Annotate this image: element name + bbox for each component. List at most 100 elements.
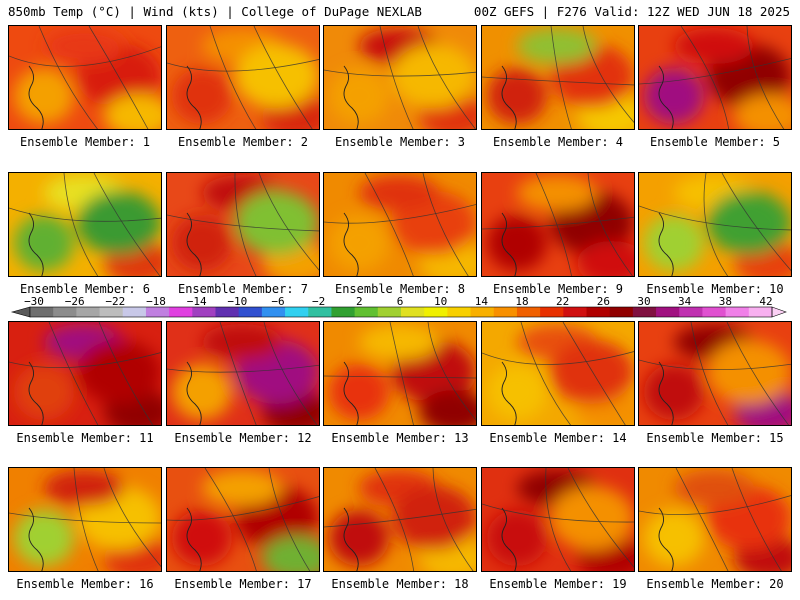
temperature-anomaly-blob [329,68,389,124]
colorbar-swatch [702,307,727,317]
wind-streamline [482,351,634,365]
wind-streamline [703,173,729,276]
wind-streamline [417,26,476,129]
colorbar-swatch [30,307,54,317]
temperature-anomaly-blob [172,364,232,420]
wind-streamline [639,495,791,515]
temperature-anomaly-blob [202,324,282,360]
ensemble-member-map [8,467,162,572]
temperature-anomaly-blob [487,68,547,124]
coastline [28,65,44,129]
colorbar-swatch [493,307,518,317]
temperature-anomaly-blob [487,215,547,271]
wind-streamline [726,322,790,425]
temperature-field [324,468,476,571]
coastline [501,65,517,129]
wind-streamline [9,512,161,524]
temperature-anomaly-blob [359,175,439,211]
temperature-anomaly-blob [329,364,389,420]
coastline [658,361,674,425]
coastline [186,212,202,276]
wind-streamline [209,26,257,129]
coastline [343,361,359,425]
ensemble-member-label: Ensemble Member: 1 [19,135,151,149]
colorbar-svg: −30 −26 −22 −18 −14 −10 −6 −2 2 6 10 14 18 22 26 30 34 38… [10,296,787,318]
temperature-anomaly-blob [359,324,439,360]
colorbar-swatch [447,307,472,317]
wind-streamline [93,173,161,276]
wind-streamline [9,207,161,222]
temperature-field [9,26,161,129]
temperature-anomaly-blob [14,364,74,420]
wind-streamline [9,46,161,67]
temperature-anomaly-blob [707,191,791,255]
colorbar-swatch [563,307,587,317]
wind-streamline [582,26,634,124]
colorbar-swatch [516,307,541,317]
temperature-field [482,322,634,425]
coastline [186,361,202,425]
colorbar-swatch [122,307,147,317]
wind-streamline [324,204,476,224]
ensemble-member-map [8,25,162,130]
colorbar-outline [29,306,773,318]
temperature-anomaly-blob [577,241,634,276]
colorbar-tick-label: 26 [597,296,610,308]
coastline [343,507,359,571]
wind-streamline [38,26,98,129]
colorbar-swatch [656,307,680,317]
colorbar-swatch [53,307,77,317]
ensemble-member-label: Ensemble Member: 14 [489,431,627,445]
temperature-field [639,173,791,276]
temperature-anomaly-blob [487,510,547,566]
temperature-anomaly-blob [235,191,319,255]
coastline [28,212,44,276]
temperature-anomaly-blob [734,94,791,129]
header-title: 850mb Temp (°C) | Wind (kts) | College o… [8,4,422,19]
colorbar-swatch [401,307,425,317]
wind-streamline [48,322,99,425]
temperature-field [482,26,634,129]
wind-streamline [167,214,319,232]
colorbar-tick-label: 14 [475,296,489,308]
temperature-anomaly-blob [644,510,704,566]
wind-streamline [258,173,319,271]
wind-streamline [268,468,311,571]
header-valid-time: 00Z GEFS | F276 Valid: 12Z WED JUN 18 20… [473,4,790,19]
wind-streamline [63,173,99,276]
temperature-anomaly-blob [172,510,232,566]
wind-streamline [234,173,257,276]
temperature-anomaly-blob [707,340,791,404]
temperature-anomaly-blob [172,68,232,124]
temperature-anomaly-blob [674,470,754,506]
ensemble-member-label: Ensemble Member: 13 [331,431,469,445]
colorbar-tick-label: −2 [312,296,325,308]
wind-streamline [73,468,99,571]
ensemble-member-label: Ensemble Member: 6 [19,282,151,296]
colorbar-swatch [285,307,309,317]
ensemble-member-label: Ensemble Member: 4 [492,135,624,149]
wind-streamline [587,173,634,276]
colorbar-swatch [748,307,773,317]
colorbar-swatch [215,307,240,317]
colorbar-max-arrow [771,306,787,318]
colorbar-swatch [586,307,611,317]
wind-streamline [324,69,476,77]
wind-streamline [374,468,415,571]
wind-streamline [9,352,161,369]
temperature-field [324,26,476,129]
ensemble-member-map [323,25,477,130]
wind-streamline [422,173,469,276]
colorbar-tick-label: 38 [719,296,732,308]
ensemble-member-map [481,321,635,426]
coastline [501,212,517,276]
coastline [343,65,359,129]
colorbar-min-arrow [10,306,31,318]
coastline [501,507,517,571]
coastline [186,65,202,129]
colorbar-swatch [169,307,193,317]
colorbar-tick-label: 10 [434,296,447,308]
ensemble-member-label: Ensemble Member: 20 [646,577,784,591]
colorbar-swatch [238,307,263,317]
colorbar-swatch [540,307,564,317]
